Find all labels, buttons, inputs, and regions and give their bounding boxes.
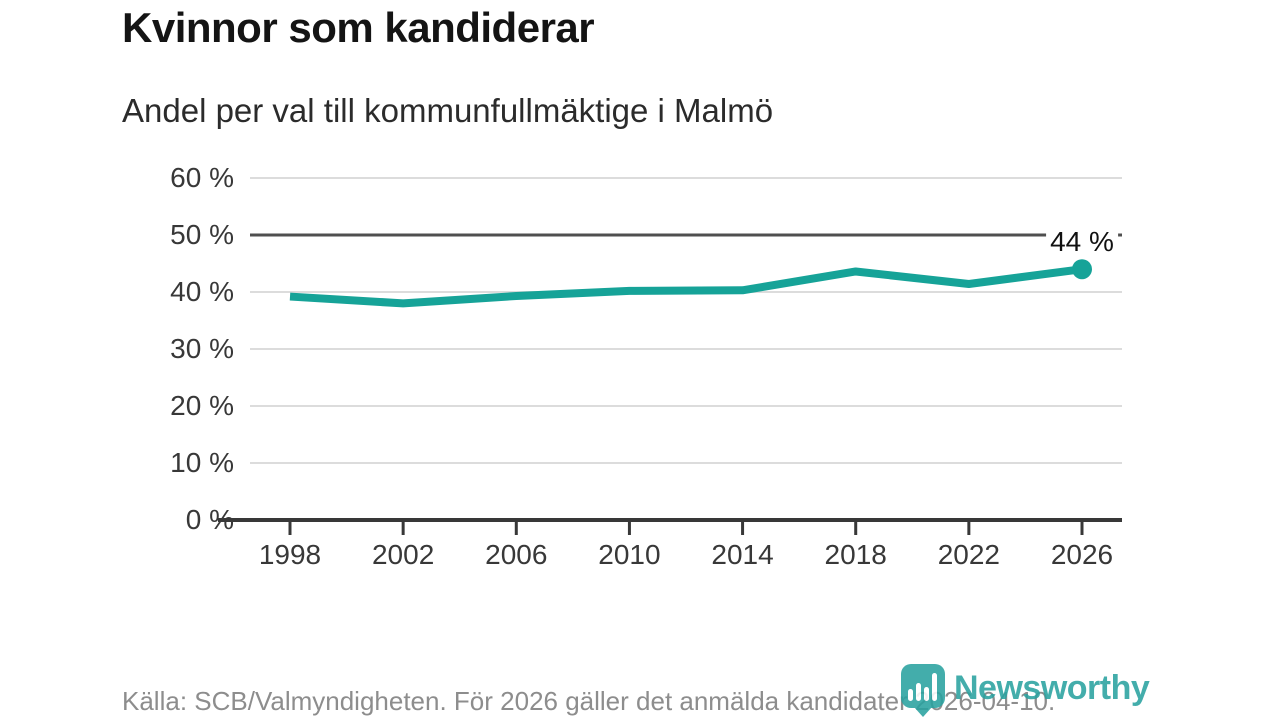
y-axis-tick-label: 40 %	[170, 276, 234, 307]
y-axis-tick-label: 30 %	[170, 333, 234, 364]
data-point-label: 44 %	[1046, 227, 1118, 258]
y-axis-tick-label: 10 %	[170, 447, 234, 478]
brand-name: Newsworthy	[954, 669, 1150, 707]
y-axis-tick-label: 60 %	[170, 162, 234, 193]
newsworthy-logo: Newsworthy	[900, 663, 1150, 717]
source-note: Källa: SCB/Valmyndigheten. För 2026 gäll…	[122, 686, 1056, 716]
data-line	[289, 265, 1083, 308]
bar-chart-pin-icon	[901, 664, 945, 717]
x-axis-tick-label: 2018	[824, 539, 887, 570]
x-axis-tick-label: 2022	[937, 539, 1000, 570]
x-axis-tick-label: 2006	[485, 539, 548, 570]
x-axis-tick-label: 2014	[711, 539, 774, 570]
x-axis-tick-label: 2026	[1050, 539, 1114, 570]
y-axis-tick-label: 0 %	[185, 504, 234, 535]
y-axis-tick-label: 50 %	[170, 219, 234, 250]
data-point-marker	[1072, 259, 1092, 280]
x-axis-tick-label: 2002	[371, 539, 435, 570]
y-axis-tick-label: 20 %	[170, 390, 234, 421]
x-axis-tick-label: 2010	[598, 539, 661, 570]
chart-subtitle: Andel per val till kommunfullmäktige i M…	[122, 92, 774, 129]
page-title: Kvinnor som kandiderar	[122, 4, 595, 51]
x-axis-tick-label: 1998	[258, 539, 322, 570]
